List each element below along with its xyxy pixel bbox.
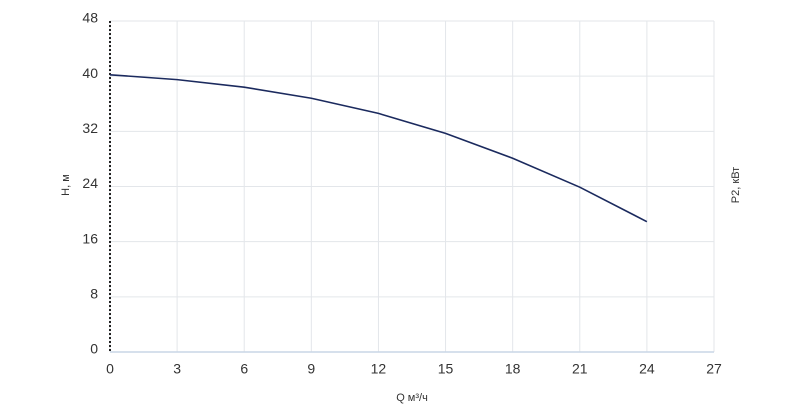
y-tick-label: 48	[82, 10, 98, 26]
x-tick-label: 18	[505, 361, 521, 377]
x-tick-label: 6	[240, 361, 248, 377]
x-tick-label: 15	[438, 361, 454, 377]
x-tick-label: 24	[639, 361, 655, 377]
x-tick-label: 9	[307, 361, 315, 377]
x-tick-label: 27	[706, 361, 722, 377]
y-tick-label: 0	[90, 341, 98, 357]
x-tick-label: 0	[106, 361, 114, 377]
x-tick-label: 3	[173, 361, 181, 377]
y-tick-label: 32	[82, 120, 98, 136]
x-tick-label: 12	[371, 361, 387, 377]
y-axis-label: H, м	[60, 174, 72, 196]
y2-axis-label: P2, кВт	[730, 167, 742, 203]
y-tick-label: 24	[82, 175, 98, 191]
y-tick-label: 8	[90, 286, 98, 302]
data-line	[109, 73, 648, 223]
y-tick-label: 40	[82, 65, 98, 81]
x-tick-label: 21	[572, 361, 588, 377]
x-axis-label: Q м³/ч	[396, 392, 428, 404]
y-tick-label: 16	[82, 230, 98, 246]
